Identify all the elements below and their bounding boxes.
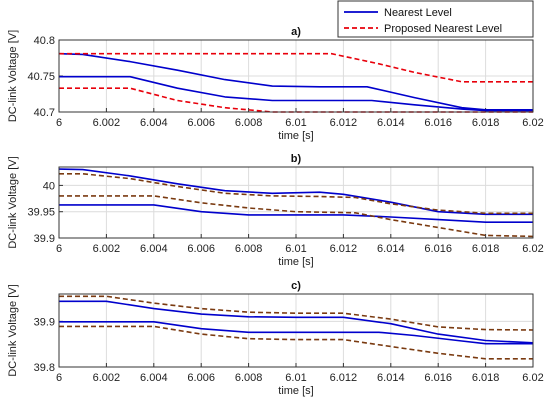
series-line-4 [59, 195, 534, 238]
x-tick-label: 6.01 [285, 243, 306, 255]
x-tick-label: 6.016 [424, 117, 452, 129]
x-tick-label: 6.012 [330, 117, 358, 129]
x-tick-label: 6.01 [285, 117, 306, 129]
legend-box [337, 0, 534, 38]
x-tick-label: 6.004 [140, 243, 168, 255]
y-tick-label: 39.8 [34, 362, 55, 374]
x-tick-label: 6.008 [235, 117, 263, 129]
x-tick-label: 6.002 [93, 243, 121, 255]
x-tick-label: 6.006 [187, 372, 215, 384]
y-tick-label: 39.9 [34, 233, 55, 245]
x-tick-label: 6.006 [187, 243, 215, 255]
series-line-2 [59, 75, 533, 112]
x-tick-label: 6.012 [330, 372, 358, 384]
series-line-2 [59, 320, 533, 345]
series-line-4 [59, 325, 533, 360]
series-line-4 [59, 87, 533, 113]
y-axis-label: DC-link Voltage [V] [7, 30, 19, 122]
x-tick-label: 6.02 [522, 372, 543, 384]
plot-frame [58, 39, 534, 113]
x-tick-label: 6.016 [424, 243, 452, 255]
subplot-3: 6 6.002 6.004 6.006 6.008 6.01 6.012 6.014 6.016… [7, 280, 544, 397]
y-tick-label: 40.8 [34, 35, 55, 47]
x-tick-label: 6.004 [140, 372, 168, 384]
series-line-1 [59, 300, 534, 344]
y-axis-label: DC-link Voltage [V] [7, 284, 19, 376]
x-tick-label: 6 [56, 117, 62, 129]
subplot-title: b) [291, 153, 302, 165]
x-tick-label: 6 [56, 372, 62, 384]
series-line-3 [59, 52, 533, 83]
y-axis-label: DC-link Voltage [V] [7, 156, 19, 248]
series-line-2 [59, 204, 533, 223]
legend: Nearest Level Proposed Nearest Level [337, 0, 534, 38]
x-tick-label: 6.006 [187, 117, 215, 129]
x-tick-label: 6.014 [377, 372, 405, 384]
x-tick-label: 6.004 [140, 117, 168, 129]
series-line-3 [59, 295, 534, 331]
legend-label: Proposed Nearest Level [384, 23, 502, 35]
subplot-1: 6 6.002 6.004 6.006 6.008 6.01 6.012 6.014 6.016… [7, 0, 544, 142]
x-tick-label: 6.008 [235, 243, 263, 255]
x-tick-label: 6.002 [93, 117, 121, 129]
y-tick-label: 39.9 [34, 316, 55, 328]
plot-frame [58, 293, 534, 368]
series-line-1 [58, 168, 533, 216]
x-tick-label: 6.002 [93, 372, 121, 384]
x-tick-label: 6.014 [377, 243, 405, 255]
y-tick-label: 40 [43, 180, 55, 192]
x-tick-label: 6.016 [424, 372, 452, 384]
x-tick-label: 6.008 [235, 372, 263, 384]
x-tick-label: 6.012 [330, 243, 358, 255]
x-tick-label: 6.018 [472, 372, 500, 384]
x-tick-label: 6.018 [472, 117, 500, 129]
x-tick-label: 6.02 [522, 117, 543, 129]
subplot-2: 6 6.002 6.004 6.006 6.008 6.01 6.012 6.014 6.016… [7, 153, 544, 268]
series-line-1 [58, 52, 533, 111]
legend-label: Nearest Level [384, 7, 452, 19]
subplot-title: a) [291, 26, 301, 38]
x-tick-label: 6.018 [472, 243, 500, 255]
x-tick-label: 6.01 [285, 372, 306, 384]
x-axis-label: time [s] [278, 385, 313, 397]
x-axis-label: time [s] [278, 256, 313, 268]
x-tick-label: 6.014 [377, 117, 405, 129]
y-tick-label: 40.75 [27, 71, 55, 83]
x-tick-label: 6 [56, 243, 62, 255]
x-tick-label: 6.02 [522, 243, 543, 255]
subplot-title: c) [291, 280, 301, 292]
y-tick-label: 40.7 [34, 107, 55, 119]
x-axis-label: time [s] [278, 130, 313, 142]
plot-frame [58, 166, 534, 239]
y-tick-label: 39.95 [27, 207, 55, 219]
